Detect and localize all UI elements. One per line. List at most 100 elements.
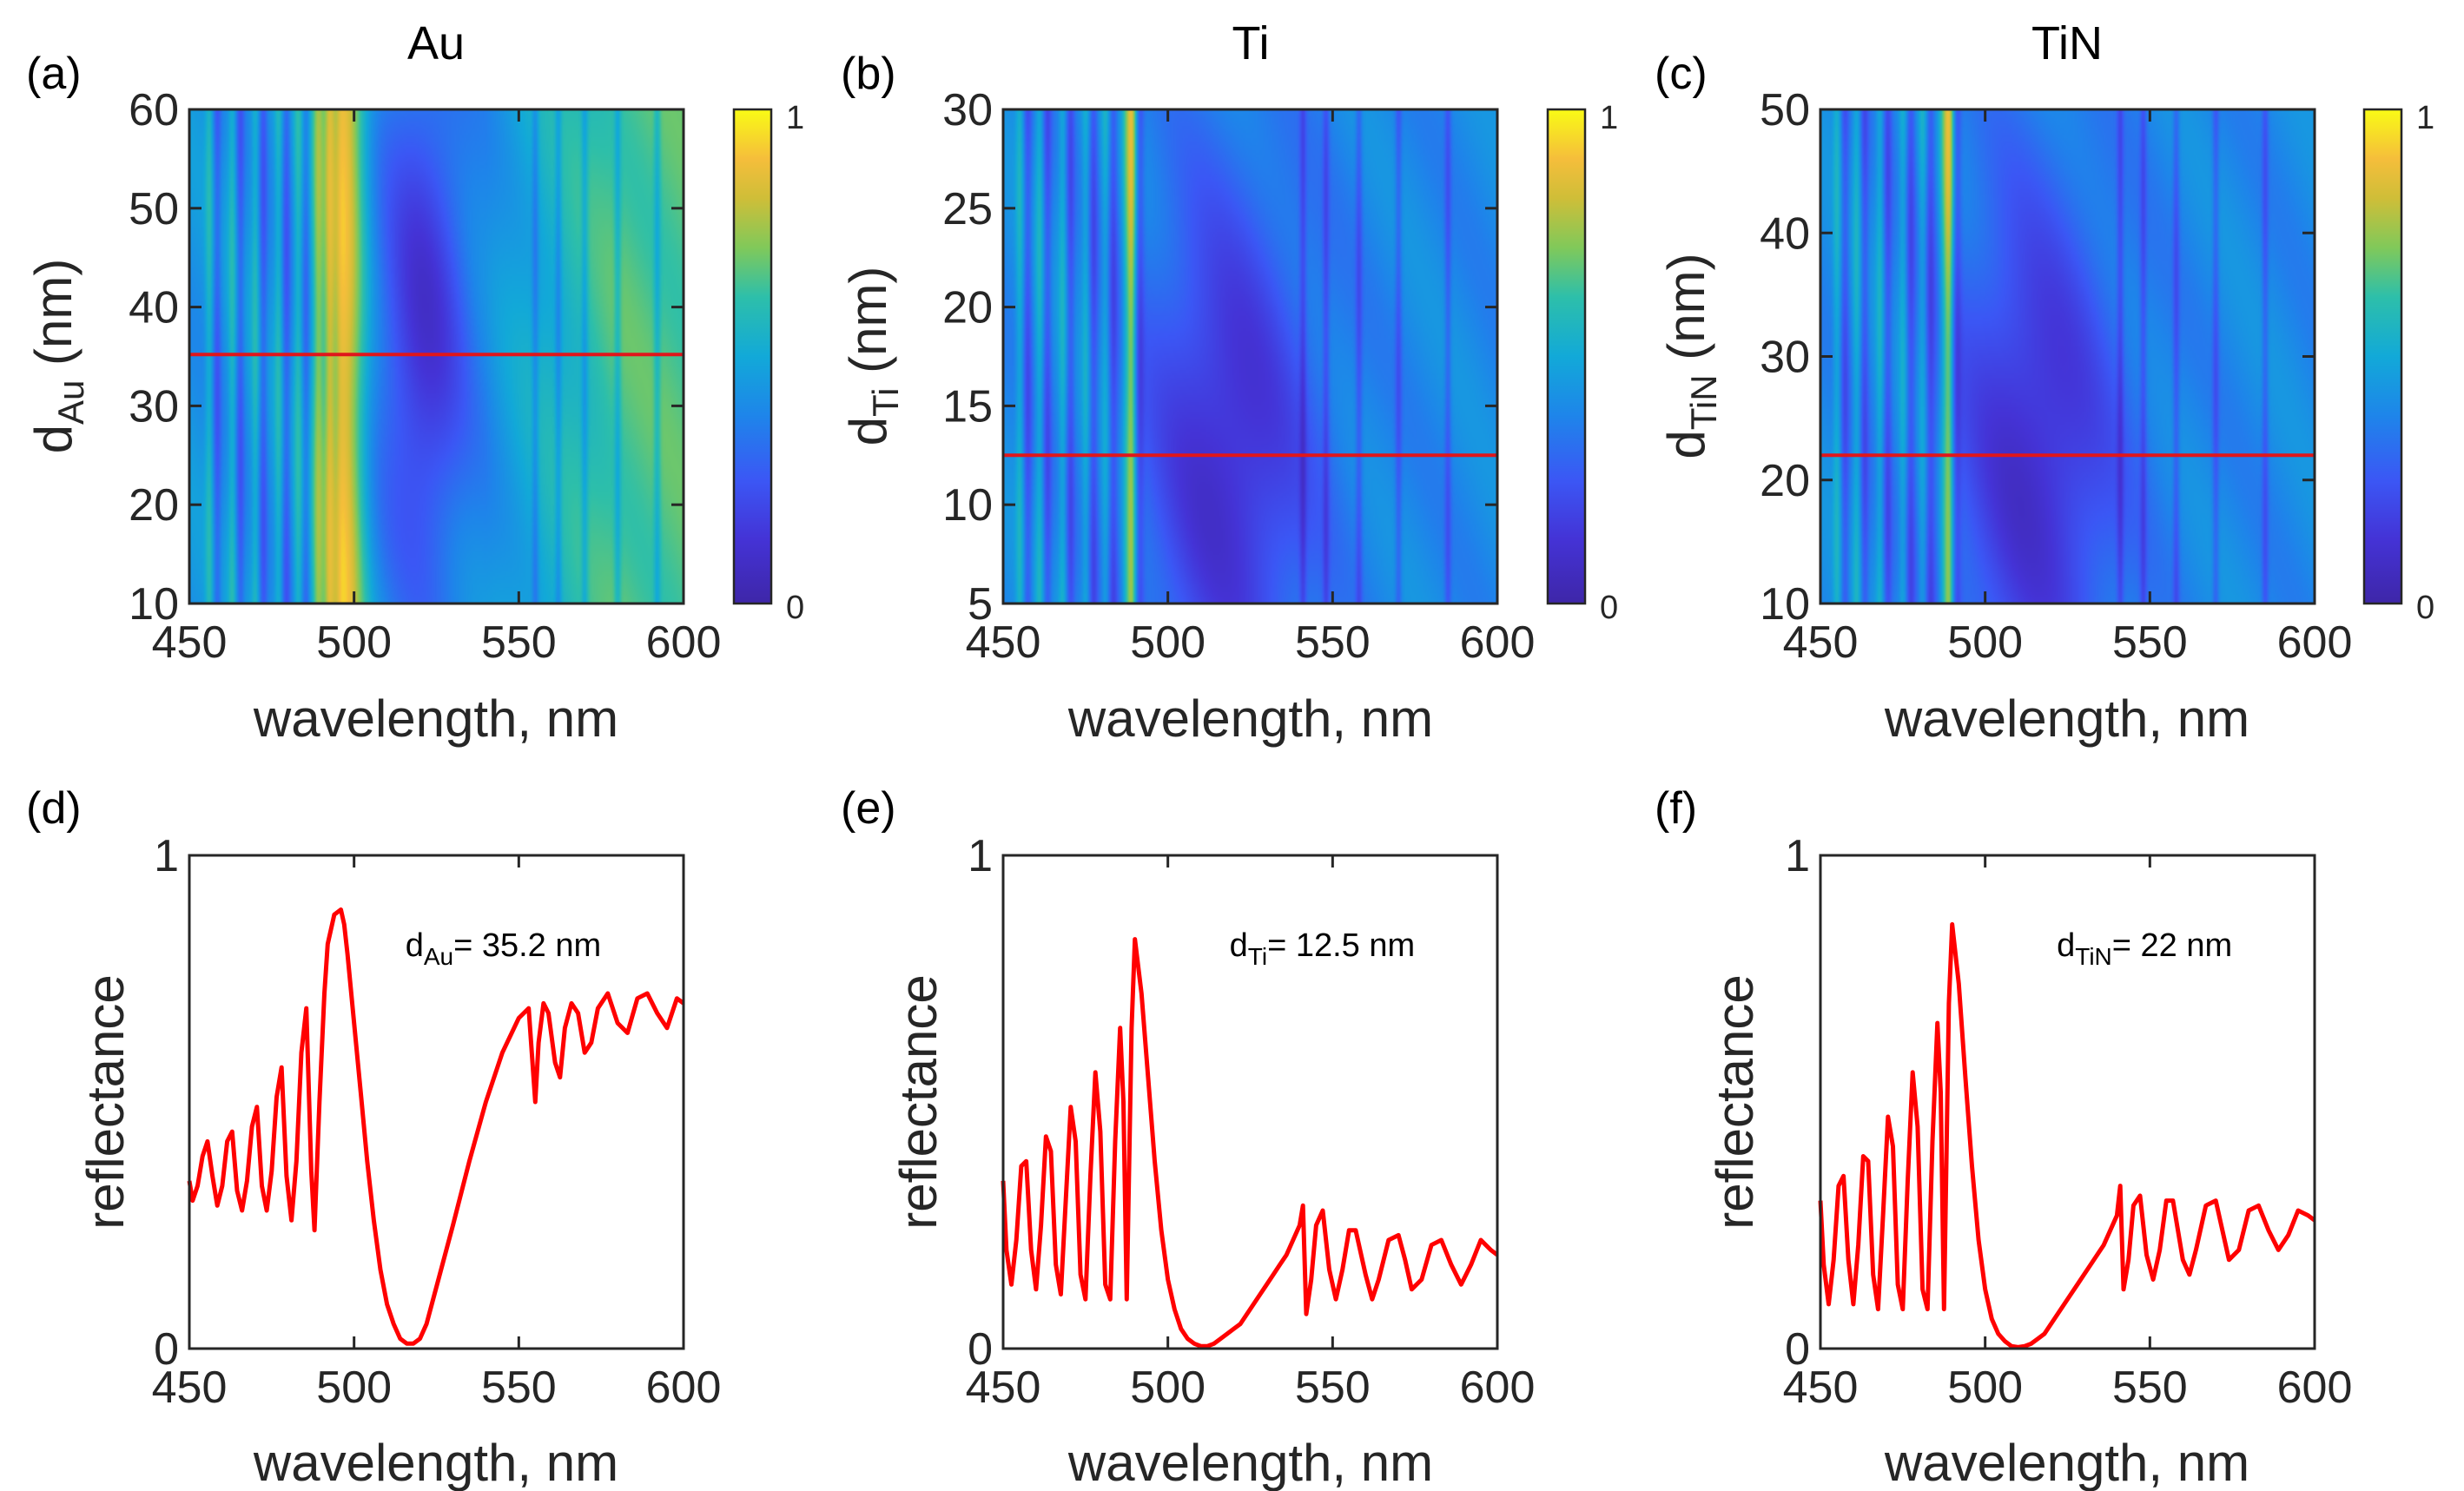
panel-label-f: (f) (1655, 783, 1697, 834)
colorbar-min-c: 0 (2416, 590, 2434, 626)
x-tick-d-450: 450 (152, 1362, 228, 1413)
colorbar-gradient-a (732, 108, 773, 605)
colorbar-min-b: 0 (1600, 590, 1618, 626)
colorbar-gradient-b (1546, 108, 1587, 605)
reflectance-curve-tin (1818, 922, 2316, 1349)
x-axis-label-b: wavelength, nm (1067, 689, 1433, 748)
annotation-e: dTi= 12.5 nm (1230, 927, 1416, 970)
line-axes-e (1001, 854, 1499, 1350)
panel-title-a: Au (407, 17, 465, 69)
ticks-b (1001, 108, 1499, 605)
line-axes-f (1818, 854, 2316, 1350)
panel-c: (c) TiN 450 500 550 600 10 20 30 40 50 w… (1655, 17, 2434, 748)
y-tick-b-10: 10 (942, 480, 993, 531)
y-tick-f-0: 0 (1785, 1324, 1810, 1375)
y-axis-label-d: reflectance (76, 974, 135, 1230)
y-tick-a-40: 40 (129, 283, 179, 333)
panel-label-a: (a) (26, 49, 82, 99)
y-tick-a-20: 20 (129, 480, 179, 531)
colorbar-max-b: 1 (1600, 100, 1618, 136)
axes-box-d (188, 854, 685, 1350)
axes-box-e (1001, 854, 1499, 1350)
x-tick-a-500: 500 (316, 617, 392, 668)
x-tick-f-500: 500 (1947, 1362, 2023, 1413)
panel-f: (f) 450 500 550 600 0 1 wavelength, nm r… (1655, 783, 2352, 1491)
heatmap-a (188, 108, 685, 605)
y-tick-c-20: 20 (1760, 456, 1810, 506)
ticks-e (1001, 854, 1499, 1350)
y-tick-e-1: 1 (968, 831, 993, 881)
panel-label-c: (c) (1655, 49, 1708, 99)
y-tick-c-10: 10 (1760, 579, 1810, 630)
ticks-d (188, 854, 685, 1350)
y-axis-label-b: dTi (nm) (839, 267, 906, 446)
x-tick-e-600: 600 (1460, 1362, 1536, 1413)
x-axis-label-f: wavelength, nm (1884, 1434, 2249, 1491)
panel-a: (a) Au 450 500 550 600 10 20 30 40 50 60… (24, 17, 804, 748)
x-tick-b-500: 500 (1130, 617, 1206, 668)
reflectance-curve-au (187, 907, 685, 1346)
heatmap-c (1819, 108, 2316, 605)
x-tick-b-450: 450 (966, 617, 1041, 668)
x-tick-e-500: 500 (1130, 1362, 1206, 1413)
y-tick-c-40: 40 (1760, 208, 1810, 259)
heatmap-b (1001, 108, 1499, 605)
y-tick-b-5: 5 (968, 579, 993, 630)
x-tick-b-550: 550 (1295, 617, 1371, 668)
y-tick-d-0: 0 (154, 1324, 179, 1375)
x-axis-label-d: wavelength, nm (253, 1434, 618, 1491)
ticks-c (1819, 108, 2316, 605)
panel-label-b: (b) (841, 49, 896, 99)
x-tick-c-550: 550 (2112, 617, 2188, 668)
axes-box-b (1001, 108, 1499, 605)
reflectance-curve-ti (1001, 937, 1499, 1349)
x-tick-e-450: 450 (966, 1362, 1041, 1413)
x-tick-e-550: 550 (1295, 1362, 1371, 1413)
annotation-f: dTiN= 22 nm (2057, 927, 2232, 970)
heatmap-image-b (1003, 109, 1497, 604)
annotation-d: dAu= 35.2 nm (406, 927, 601, 970)
x-tick-a-600: 600 (646, 617, 722, 668)
colorbar-a: 1 0 (732, 100, 804, 626)
panel-d: (d) 450 500 550 600 0 1 wavelength, nm r… (26, 783, 721, 1491)
panel-e: (e) 450 500 550 600 0 1 wavelength, nm r… (841, 783, 1535, 1491)
ticks-f (1819, 854, 2316, 1350)
x-axis-label-a: wavelength, nm (253, 689, 618, 748)
x-tick-f-550: 550 (2112, 1362, 2188, 1413)
panel-label-d: (d) (26, 783, 82, 834)
y-tick-b-15: 15 (942, 381, 993, 432)
x-tick-d-600: 600 (646, 1362, 722, 1413)
y-axis-label-c: dTiN (nm) (1657, 253, 1724, 459)
colorbar-c: 1 0 (2362, 100, 2434, 626)
y-tick-a-50: 50 (129, 184, 179, 234)
x-tick-b-600: 600 (1460, 617, 1536, 668)
x-axis-label-c: wavelength, nm (1884, 689, 2249, 748)
ticks-a (188, 108, 685, 605)
y-tick-d-1: 1 (154, 831, 179, 881)
y-tick-c-30: 30 (1760, 333, 1810, 383)
x-tick-f-450: 450 (1783, 1362, 1859, 1413)
y-tick-b-25: 25 (942, 184, 993, 234)
x-tick-c-500: 500 (1947, 617, 2023, 668)
x-tick-a-550: 550 (481, 617, 557, 668)
colorbar-min-a: 0 (786, 590, 804, 626)
x-tick-f-600: 600 (2277, 1362, 2353, 1413)
y-tick-b-20: 20 (942, 283, 993, 333)
y-tick-a-60: 60 (129, 85, 179, 135)
y-axis-label-e: reflectance (889, 974, 948, 1230)
panel-label-e: (e) (841, 783, 896, 834)
colorbar-b: 1 0 (1546, 100, 1618, 626)
y-tick-c-50: 50 (1760, 85, 1810, 135)
y-tick-b-30: 30 (942, 85, 993, 135)
y-tick-a-10: 10 (129, 579, 179, 630)
colorbar-gradient-c (2362, 108, 2403, 605)
axes-box-f (1819, 854, 2316, 1350)
colorbar-max-a: 1 (786, 100, 804, 136)
x-tick-d-500: 500 (316, 1362, 392, 1413)
heatmap-image-a (189, 109, 684, 604)
y-tick-a-30: 30 (129, 381, 179, 432)
x-axis-label-e: wavelength, nm (1067, 1434, 1433, 1491)
panel-b: (b) Ti 450 500 550 600 5 10 15 20 25 30 … (839, 17, 1618, 748)
line-axes-d (187, 854, 685, 1350)
